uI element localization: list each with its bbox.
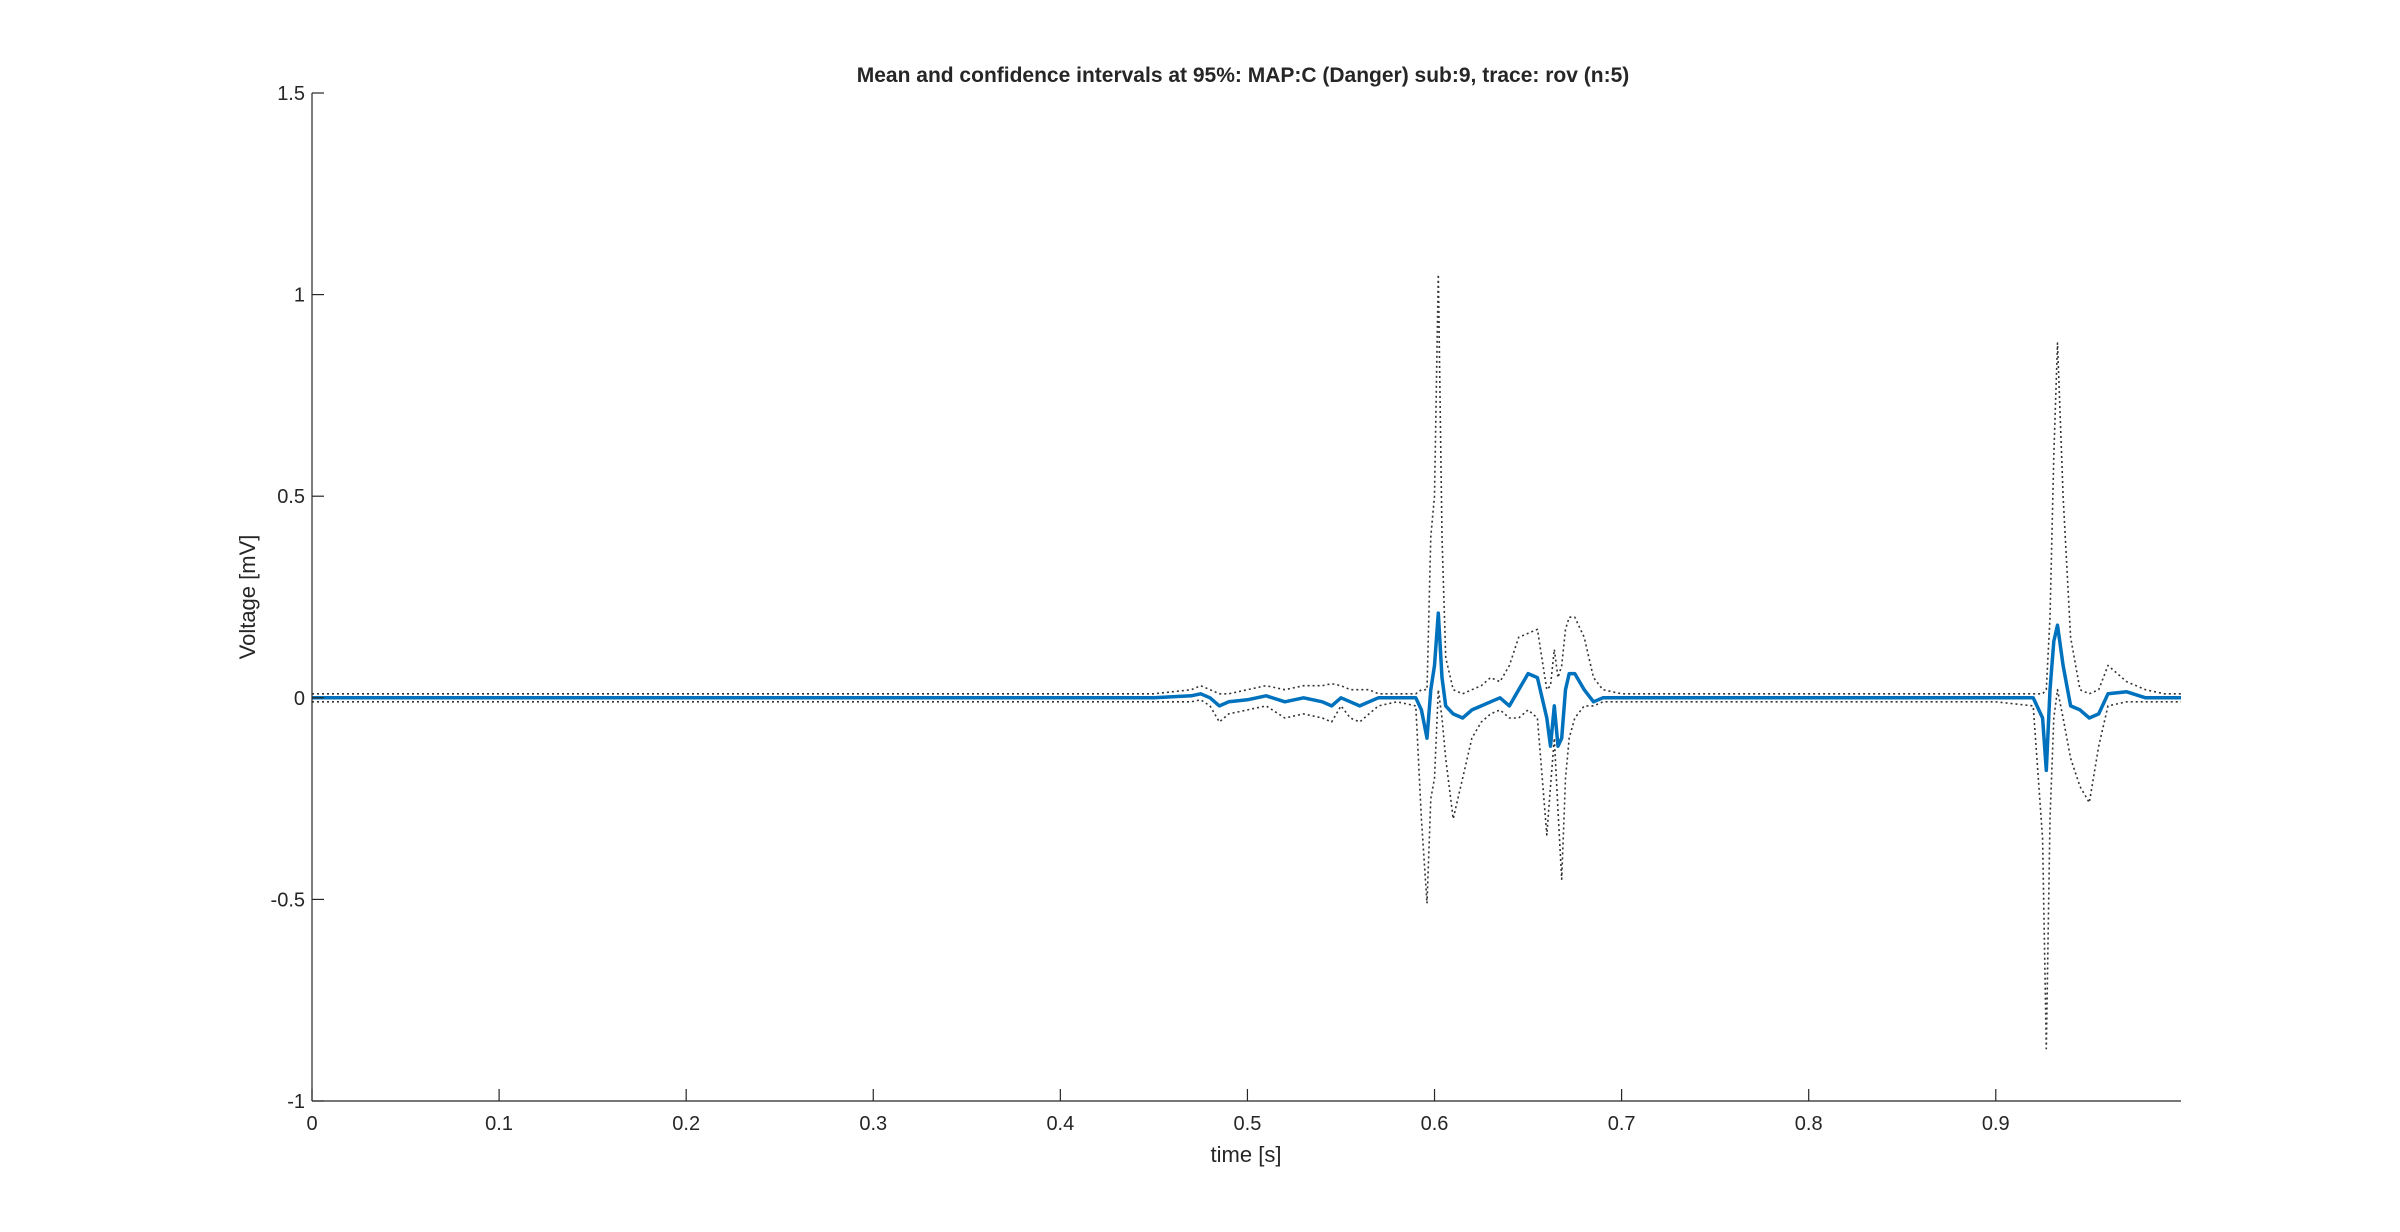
x-ticks: 0 0.1 0.2 0.3 0.4 0.5 0.6 0.7 0.8 0.9: [306, 1089, 2010, 1135]
x-tick-label: 0.5: [1234, 1113, 1262, 1135]
series-line-lower-95-ci: [312, 688, 2181, 1050]
x-tick-label: 0.7: [1608, 1113, 1636, 1135]
y-tick-label: 0.5: [277, 486, 305, 508]
x-tick-label: 0.9: [1982, 1113, 2010, 1135]
x-tick-label: 0: [306, 1113, 317, 1135]
plot-area: [312, 273, 2181, 1050]
x-tick-label: 0.6: [1421, 1113, 1449, 1135]
series-line-mean: [312, 611, 2181, 773]
x-tick-label: 0.8: [1795, 1113, 1823, 1135]
y-tick-label: 1: [294, 285, 305, 307]
y-ticks: -1 -0.5 0 0.5 1 1.5: [271, 83, 324, 1113]
axes: [311, 93, 2181, 1102]
y-tick-label: -0.5: [271, 889, 305, 911]
y-tick-label: -1: [287, 1091, 305, 1113]
x-tick-label: 0.2: [672, 1113, 700, 1135]
chart-title: Mean and confidence intervals at 95%: MA…: [857, 64, 1630, 87]
y-tick-label: 1.5: [277, 83, 305, 105]
y-axis-label: Voltage [mV]: [235, 535, 260, 660]
x-tick-label: 0.4: [1046, 1113, 1074, 1135]
y-tick-label: 0: [294, 688, 305, 710]
x-tick-label: 0.3: [859, 1113, 887, 1135]
x-tick-label: 0.1: [485, 1113, 513, 1135]
x-axis-label: time [s]: [1211, 1142, 1282, 1167]
series-line-upper-95-ci: [312, 273, 2181, 695]
